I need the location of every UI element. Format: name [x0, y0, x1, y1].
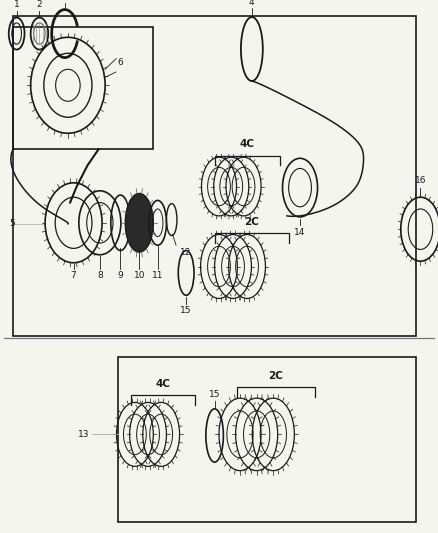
Text: 3: 3 — [62, 0, 68, 2]
Text: 2: 2 — [37, 0, 42, 9]
Text: 16: 16 — [415, 176, 426, 185]
Text: 1: 1 — [14, 0, 20, 9]
Text: 4C: 4C — [155, 379, 171, 389]
Text: 5: 5 — [10, 220, 15, 228]
Text: 2C: 2C — [268, 371, 283, 381]
Text: 4C: 4C — [240, 139, 255, 149]
Text: 8: 8 — [97, 271, 103, 280]
Text: 13: 13 — [78, 430, 90, 439]
Text: 7: 7 — [71, 271, 77, 280]
Text: 15: 15 — [209, 390, 220, 399]
Text: 14: 14 — [294, 228, 306, 237]
Text: 9: 9 — [117, 271, 124, 280]
Text: 10: 10 — [134, 271, 145, 280]
Text: 6: 6 — [117, 59, 123, 67]
Text: 4: 4 — [249, 0, 254, 7]
Text: 15: 15 — [180, 306, 192, 315]
Text: 11: 11 — [152, 271, 163, 280]
Text: 12: 12 — [180, 248, 191, 257]
Text: 2C: 2C — [244, 216, 259, 227]
Ellipse shape — [125, 193, 153, 252]
